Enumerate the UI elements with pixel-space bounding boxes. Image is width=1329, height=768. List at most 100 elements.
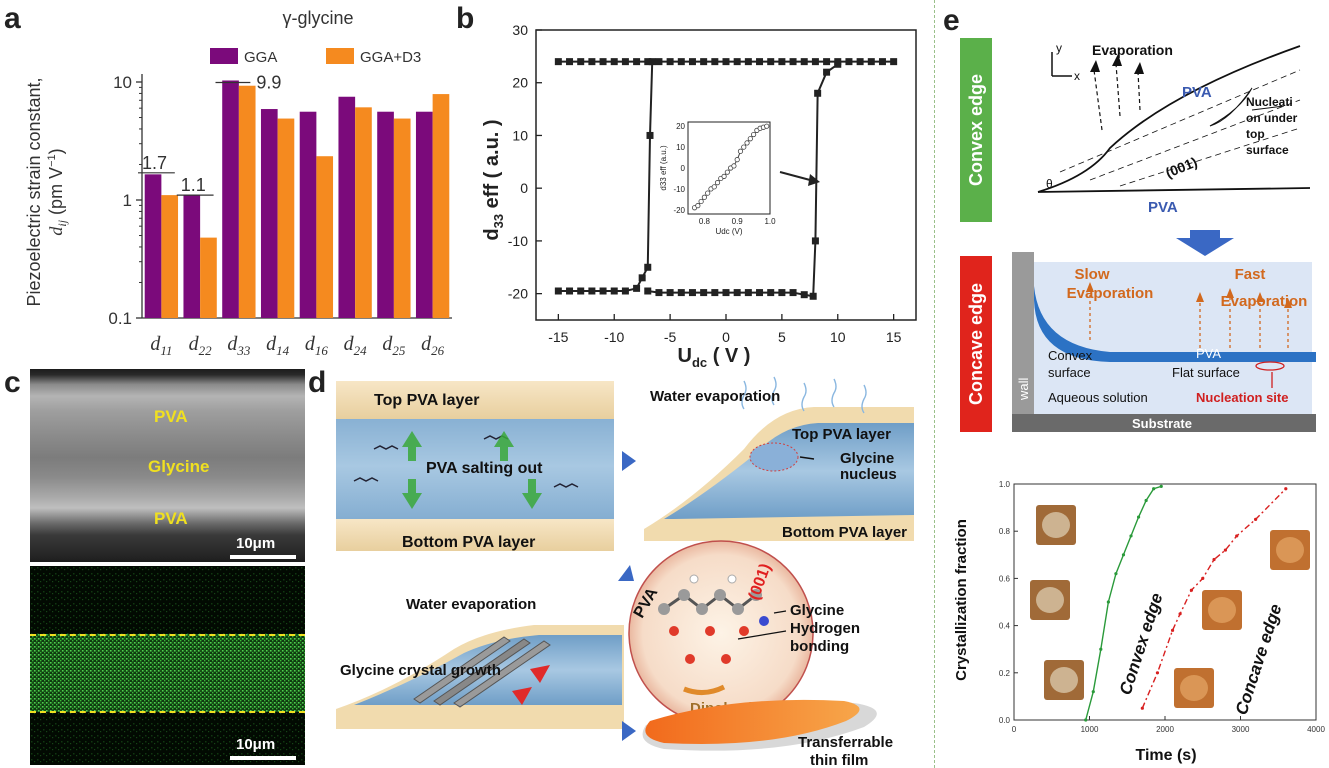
legend-swatch-gga-d3 xyxy=(326,48,354,64)
chart-a-ylabel-unit-sup: −1 xyxy=(46,154,58,167)
x-tick-label: 3000 xyxy=(1232,725,1250,734)
data-point xyxy=(1155,671,1160,675)
inset-point xyxy=(698,198,704,205)
concave-diagram xyxy=(1012,252,1316,432)
bar-gga-14 xyxy=(260,109,278,318)
mechanism-schematic: Top PVA layer PVA salting out Bottom PVA… xyxy=(336,376,914,768)
data-point xyxy=(800,291,808,299)
data-point xyxy=(566,58,574,66)
bar-chart-piezo: γ-glycine GGA GGA+D3 Piezoelectric strai… xyxy=(24,8,452,358)
inset-y-tick-label: 20 xyxy=(676,122,685,131)
inset-point xyxy=(744,140,750,146)
x-tick-label: d26 xyxy=(421,333,445,358)
data-point xyxy=(655,289,663,297)
data-point xyxy=(644,263,652,271)
eds-noise xyxy=(30,566,305,765)
chart-a-ylabel-sym: d xyxy=(46,226,66,236)
chart-b-xlabel-sub: dc xyxy=(692,355,707,370)
data-point xyxy=(700,58,708,66)
growth-arrow-icon xyxy=(530,665,550,683)
e-wall: wall xyxy=(1016,377,1031,401)
data-point xyxy=(1178,612,1182,616)
arrow-head-icon xyxy=(808,174,820,186)
e-flat-surface: Flat surface xyxy=(1172,365,1240,380)
data-point xyxy=(789,58,797,66)
e-convex-surface-2: surface xyxy=(1048,365,1091,380)
d-glycine-nucleus-2: nucleus xyxy=(840,466,897,483)
e-axis-y: y xyxy=(1056,41,1062,55)
panel-label-d: d xyxy=(308,366,327,399)
bar-gga-33 xyxy=(222,80,239,319)
x-tick-label: 4000 xyxy=(1307,725,1325,734)
inset-point xyxy=(701,194,707,200)
divider-e xyxy=(934,0,935,768)
salting-out-box xyxy=(336,381,614,551)
data-point xyxy=(1099,647,1103,651)
e-theta: θ xyxy=(1046,177,1053,191)
data-point xyxy=(711,289,719,297)
data-point xyxy=(1091,690,1095,694)
transferrable-film xyxy=(642,699,877,751)
d-pva-salting-out: PVA salting out xyxy=(426,460,543,477)
e-substrate: Substrate xyxy=(1132,416,1192,431)
data-point xyxy=(767,58,775,66)
e-pva-bottom: PVA xyxy=(1148,199,1178,216)
sem-scale-text: 10μm xyxy=(236,535,276,552)
convex-diagram xyxy=(1037,45,1311,193)
y-tick-label: 10 xyxy=(113,73,132,92)
bar-gga-24 xyxy=(338,96,356,318)
panel-label-b: b xyxy=(456,2,475,35)
x-tick-label: -15 xyxy=(548,329,568,345)
data-point xyxy=(644,58,652,66)
data-point xyxy=(733,58,741,66)
d-hydrogen-1: Hydrogen xyxy=(790,620,860,637)
data-point xyxy=(648,58,656,66)
sem-label-pva-top: PVA xyxy=(154,407,188,426)
data-point xyxy=(756,58,764,66)
inset-x-tick-label: 0.8 xyxy=(699,217,711,226)
data-point xyxy=(845,58,853,66)
data-point xyxy=(655,58,663,66)
inset-x-tick-label: 1.0 xyxy=(764,217,776,226)
e-concave-edge-label: Concave edge xyxy=(966,283,986,405)
e-convex-edge-label: Convex edge xyxy=(966,74,986,186)
data-point xyxy=(1152,487,1156,491)
x-tick-label: d33 xyxy=(227,333,251,358)
inset-y-tick-label: 10 xyxy=(676,143,685,152)
legend-swatch-gga xyxy=(210,48,238,64)
bar-gga-d3-26 xyxy=(432,94,450,318)
data-point xyxy=(756,289,764,297)
data-point xyxy=(878,58,886,66)
up-arrow-icon xyxy=(494,431,514,461)
e-fast-evaporation-2: Evaporation xyxy=(1221,293,1308,310)
y-tick-label: 0.1 xyxy=(108,309,132,328)
data-point xyxy=(890,58,898,66)
x-tick-label: d24 xyxy=(344,333,368,358)
data-point xyxy=(633,284,641,292)
data-point xyxy=(644,287,652,295)
data-point xyxy=(1159,484,1163,488)
data-point xyxy=(621,58,629,66)
inset-point xyxy=(764,123,770,129)
d-transferrable-2: thin film xyxy=(810,752,868,768)
arrow-down-left-icon xyxy=(618,565,634,581)
data-point xyxy=(700,289,708,297)
y-tick-label: 0.6 xyxy=(999,574,1011,583)
chart-b-xlabel: U xyxy=(678,345,692,367)
d-glycine-crystal-growth: Glycine crystal growth xyxy=(340,662,501,679)
y-tick-label: 1.0 xyxy=(999,480,1011,489)
inset-point xyxy=(747,136,753,142)
legend-label-gga-d3: GGA+D3 xyxy=(360,49,421,66)
e-nucleation-1: Nucleati xyxy=(1246,95,1293,109)
svg-text:d33 eff ( a.u. ): d33 eff ( a.u. ) xyxy=(481,119,506,240)
data-point xyxy=(677,289,685,297)
inset-xlabel: Udc (V) xyxy=(715,227,742,236)
data-point xyxy=(633,58,641,66)
data-point xyxy=(554,287,562,295)
data-point xyxy=(1223,548,1227,552)
x-tick-label: d11 xyxy=(150,333,172,358)
x-tick-label: -5 xyxy=(664,329,677,345)
data-point xyxy=(677,58,685,66)
eds-scale-text: 10μm xyxy=(236,736,276,753)
x-tick-label: 10 xyxy=(830,329,846,345)
